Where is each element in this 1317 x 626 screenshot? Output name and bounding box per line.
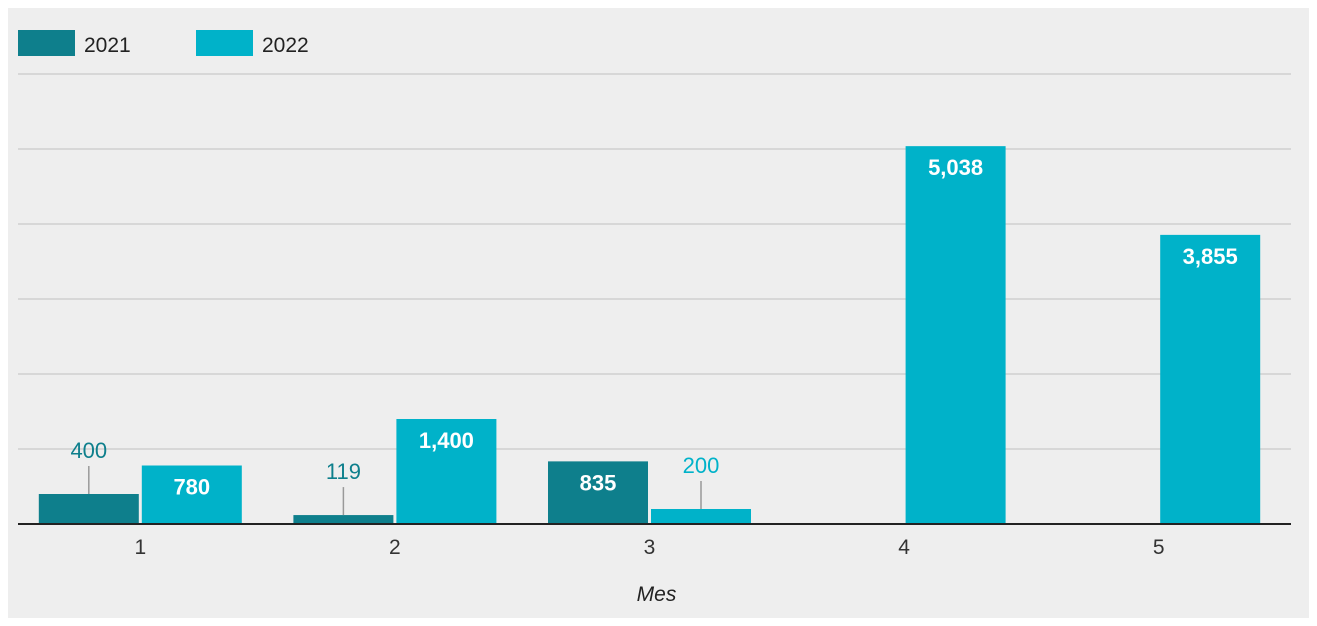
bars	[38, 146, 1261, 524]
bar-2021-3	[548, 461, 648, 524]
x-tick-labels: 1 2 3 4 5	[134, 536, 1164, 559]
data-label: 1,400	[419, 428, 474, 453]
bar-2021-1	[38, 494, 139, 524]
legend-swatch-2021	[18, 30, 75, 56]
bar-2022-3	[651, 509, 751, 524]
data-label: 3,855	[1183, 244, 1238, 269]
data-label: 200	[683, 453, 720, 478]
bar-2022-1	[141, 465, 242, 524]
gridlines	[18, 73, 1291, 450]
x-tick-label: 5	[1153, 536, 1165, 559]
data-label: 400	[70, 438, 107, 463]
bar-2021-2	[293, 515, 394, 524]
chart-panel: 400 780 119 1,400 835 200 5,038 3,855 1 2 3 4 5 Mes…	[8, 8, 1309, 618]
x-tick-label: 1	[134, 536, 146, 559]
legend: 2021 2022	[18, 30, 309, 57]
data-label: 119	[326, 459, 361, 484]
bar-2022-4	[905, 146, 1006, 524]
data-label: 835	[580, 470, 617, 495]
bar-2022-2	[396, 419, 497, 524]
bar-chart: 400 780 119 1,400 835 200 5,038 3,855 1 2 3 4 5 Mes…	[18, 30, 1291, 606]
legend-swatch-2022	[196, 30, 253, 56]
x-axis-title: Mes	[637, 583, 677, 606]
data-labels: 400 780 119 1,400 835 200 5,038 3,855	[70, 155, 1238, 516]
x-tick-label: 3	[644, 536, 656, 559]
data-label: 5,038	[928, 155, 983, 180]
legend-label-2021: 2021	[84, 34, 131, 57]
x-tick-label: 2	[389, 536, 401, 559]
legend-label-2022: 2022	[262, 34, 309, 57]
bar-2022-5	[1160, 234, 1261, 524]
x-tick-label: 4	[898, 536, 910, 559]
data-label: 780	[173, 475, 210, 500]
